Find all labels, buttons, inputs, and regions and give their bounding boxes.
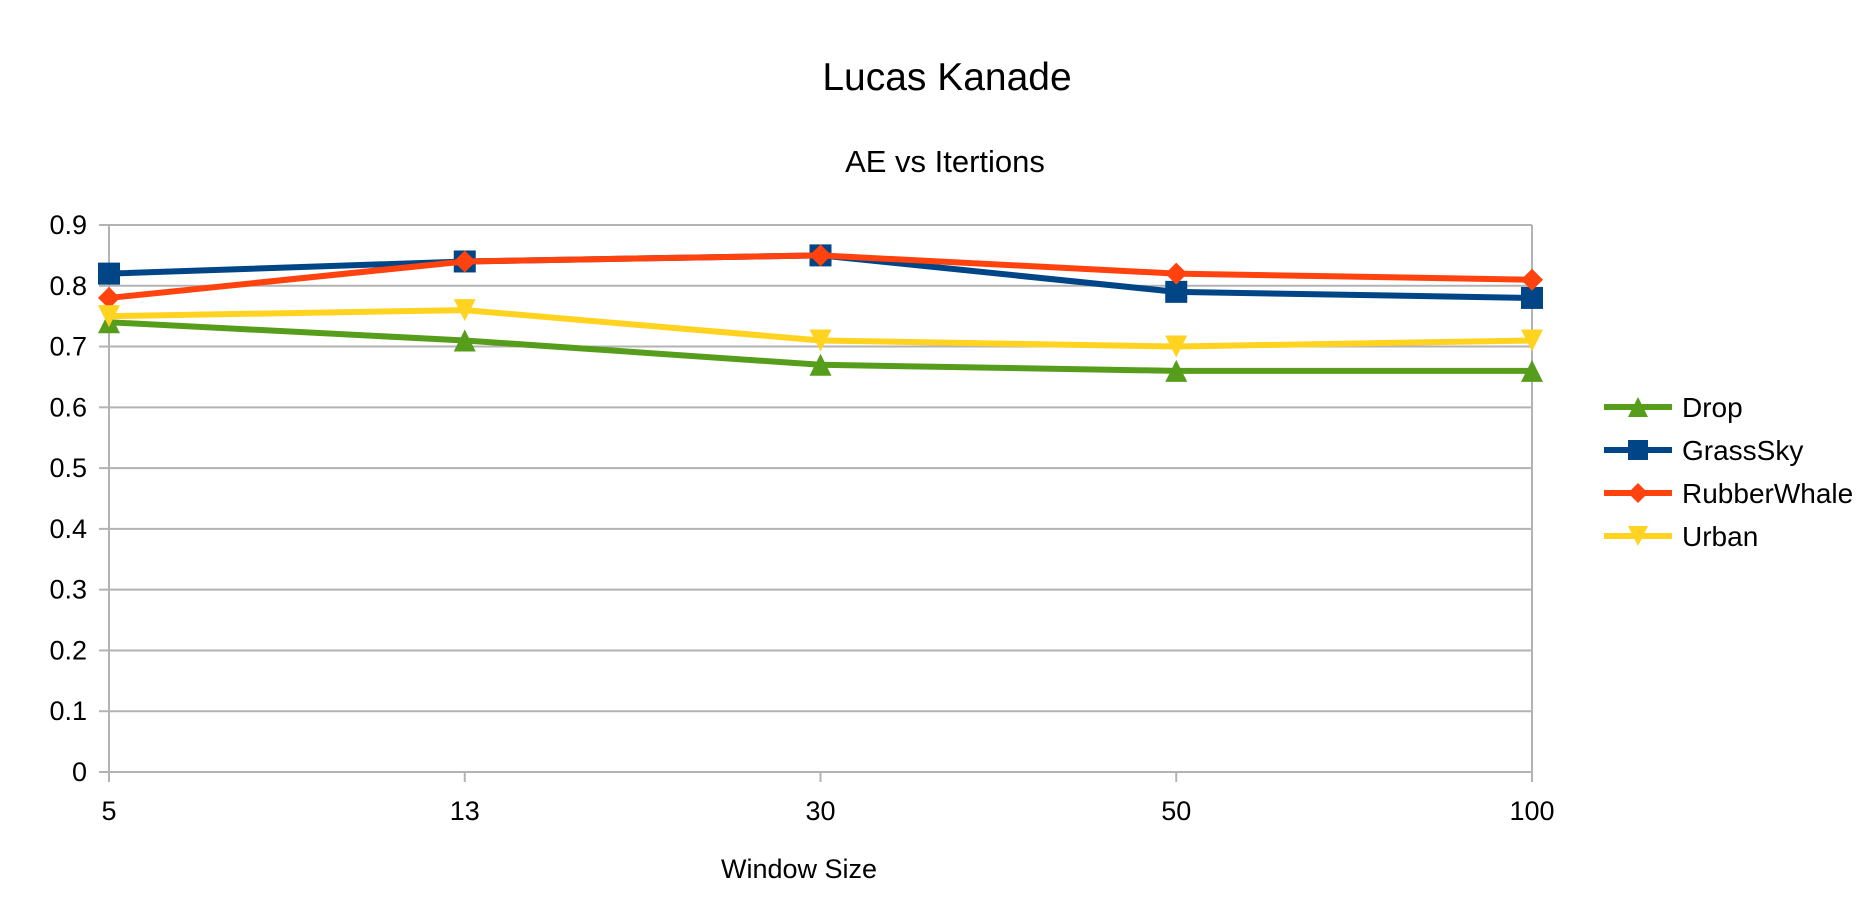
x-axis-label: Window Size (721, 854, 877, 884)
x-tick-label: 50 (1161, 796, 1191, 826)
y-tick-label: 0.9 (49, 210, 87, 240)
data-point-drop (453, 329, 476, 352)
data-point-urban (1165, 335, 1188, 358)
y-tick-label: 0.3 (49, 575, 87, 605)
data-point-drop (809, 353, 832, 376)
axes (99, 225, 1533, 782)
data-point-urban (809, 329, 832, 352)
series-lines (98, 244, 1543, 382)
data-point-urban (98, 305, 120, 328)
chart-title: Lucas Kanade (822, 56, 1071, 99)
series-drop (98, 311, 1543, 382)
legend-label: Drop (1682, 392, 1743, 423)
x-tick-label: 13 (450, 796, 480, 826)
y-tick-label: 0.5 (49, 453, 87, 483)
data-point-urban (453, 299, 476, 322)
y-axis-ticks: 0 0.1 0.2 0.3 0.4 0.5 0.6 0.7 0.8 0.9 (49, 210, 109, 787)
legend-label: GrassSky (1682, 435, 1803, 466)
x-axis-ticks: 5 13 30 50 100 (101, 772, 1555, 826)
data-point-grasssky (1165, 280, 1188, 303)
y-tick-label: 0.4 (49, 514, 87, 544)
y-tick-label: 0.6 (49, 392, 87, 422)
legend-item-drop: Drop (1604, 392, 1743, 423)
x-tick-label: 5 (101, 796, 116, 826)
x-tick-label: 30 (805, 796, 835, 826)
legend-marker (1628, 440, 1648, 460)
legend-item-urban: Urban (1604, 521, 1758, 552)
y-tick-label: 0.8 (49, 271, 87, 301)
data-point-drop (1165, 359, 1188, 382)
legend-marker (1628, 483, 1648, 503)
legend-item-rubberwhale: RubberWhale (1604, 478, 1853, 509)
series-rubberwhale (98, 244, 1543, 309)
legend-marker (1628, 526, 1648, 546)
y-tick-label: 0.2 (49, 635, 87, 665)
legend-label: RubberWhale (1682, 478, 1853, 509)
data-point-rubberwhale (98, 286, 120, 309)
legend-item-grasssky: GrassSky (1604, 435, 1803, 466)
data-point-rubberwhale (809, 244, 832, 267)
chart-subtitle: AE vs Itertions (845, 144, 1045, 179)
data-point-grasssky (98, 262, 120, 285)
y-tick-label: 0.7 (49, 332, 87, 362)
x-tick-label: 100 (1509, 796, 1554, 826)
data-point-rubberwhale (1165, 262, 1188, 285)
data-point-urban (1521, 329, 1543, 352)
data-point-grasssky (1521, 286, 1543, 309)
grid-lines (109, 224, 1532, 773)
legend-marker (1628, 397, 1648, 417)
data-point-rubberwhale (453, 250, 476, 273)
y-tick-label: 0.1 (49, 696, 87, 726)
series-urban (98, 299, 1543, 358)
data-point-drop (1521, 359, 1543, 382)
y-tick-label: 0 (72, 757, 87, 787)
legend-label: Urban (1682, 521, 1758, 552)
data-point-rubberwhale (1521, 268, 1543, 291)
legend: Drop GrassSky RubberWhale Urban (1604, 392, 1853, 552)
